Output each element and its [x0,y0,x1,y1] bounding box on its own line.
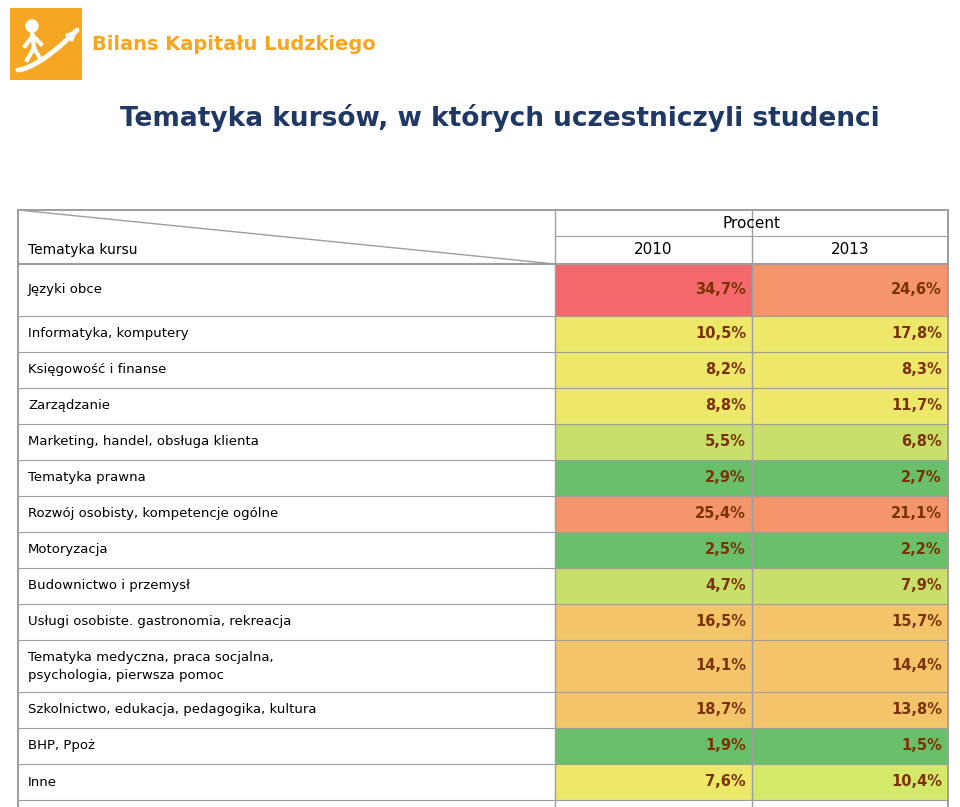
FancyBboxPatch shape [752,352,948,388]
Text: 21,1%: 21,1% [891,507,942,521]
Text: 1,9%: 1,9% [706,738,746,754]
Text: 8,2%: 8,2% [706,362,746,378]
Text: Księgowość i finanse: Księgowość i finanse [28,363,166,377]
Text: Motoryzacja: Motoryzacja [28,543,108,557]
Text: 18,7%: 18,7% [695,703,746,717]
Text: 2,5%: 2,5% [706,542,746,558]
FancyBboxPatch shape [752,692,948,728]
Text: Tematyka kursu: Tematyka kursu [28,243,137,257]
FancyBboxPatch shape [555,692,752,728]
Text: Inne: Inne [28,776,57,788]
Text: 1,5%: 1,5% [901,738,942,754]
FancyBboxPatch shape [752,640,948,692]
FancyBboxPatch shape [555,388,752,424]
Text: 10,4%: 10,4% [891,775,942,789]
Text: 2,7%: 2,7% [901,470,942,486]
FancyBboxPatch shape [752,264,948,316]
Text: Bilans Kapitału Ludzkiego: Bilans Kapitału Ludzkiego [92,35,375,53]
Text: 14,4%: 14,4% [891,659,942,674]
FancyBboxPatch shape [752,496,948,532]
Text: Procent: Procent [723,215,780,231]
Text: 34,7%: 34,7% [695,282,746,298]
Text: Tematyka kursów, w których uczestniczyli studenci: Tematyka kursów, w których uczestniczyli… [120,104,880,132]
Text: 15,7%: 15,7% [891,614,942,629]
Text: Zarządzanie: Zarządzanie [28,399,110,412]
FancyBboxPatch shape [555,424,752,460]
Text: 16,5%: 16,5% [695,614,746,629]
Text: Tematyka prawna: Tematyka prawna [28,471,146,484]
FancyBboxPatch shape [555,604,752,640]
Text: 2013: 2013 [830,242,870,257]
Text: Rozwój osobisty, kompetencje ogólne: Rozwój osobisty, kompetencje ogólne [28,508,278,521]
Circle shape [26,20,38,32]
Text: 7,6%: 7,6% [706,775,746,789]
FancyBboxPatch shape [752,764,948,800]
Text: Budownictwo i przemysł: Budownictwo i przemysł [28,579,190,592]
FancyBboxPatch shape [555,568,752,604]
Text: 7,9%: 7,9% [901,579,942,593]
FancyBboxPatch shape [752,568,948,604]
Text: 2,2%: 2,2% [901,542,942,558]
FancyBboxPatch shape [10,8,82,80]
Text: 2,9%: 2,9% [706,470,746,486]
Text: 6,8%: 6,8% [901,434,942,449]
FancyBboxPatch shape [555,728,752,764]
Text: 4,7%: 4,7% [706,579,746,593]
FancyBboxPatch shape [752,316,948,352]
Text: psychologia, pierwsza pomoc: psychologia, pierwsza pomoc [28,668,224,681]
Text: Tematyka medyczna, praca socjalna,: Tematyka medyczna, praca socjalna, [28,650,274,663]
Text: 13,8%: 13,8% [891,703,942,717]
FancyBboxPatch shape [555,496,752,532]
Text: 24,6%: 24,6% [891,282,942,298]
FancyBboxPatch shape [555,640,752,692]
Text: Szkolnictwo, edukacja, pedagogika, kultura: Szkolnictwo, edukacja, pedagogika, kultu… [28,704,317,717]
Text: 17,8%: 17,8% [891,327,942,341]
FancyBboxPatch shape [555,264,752,316]
Text: BHP, Ppoż: BHP, Ppoż [28,739,95,752]
Text: 5,5%: 5,5% [706,434,746,449]
FancyBboxPatch shape [752,388,948,424]
Text: Informatyka, komputery: Informatyka, komputery [28,328,188,341]
FancyBboxPatch shape [752,728,948,764]
FancyBboxPatch shape [555,764,752,800]
Text: Usługi osobiste. gastronomia, rekreacja: Usługi osobiste. gastronomia, rekreacja [28,616,292,629]
FancyBboxPatch shape [555,460,752,496]
FancyBboxPatch shape [752,532,948,568]
Text: Języki obce: Języki obce [28,283,103,296]
Text: 10,5%: 10,5% [695,327,746,341]
FancyBboxPatch shape [555,532,752,568]
FancyBboxPatch shape [555,352,752,388]
Text: 2010: 2010 [635,242,673,257]
Text: 11,7%: 11,7% [891,399,942,413]
FancyBboxPatch shape [752,604,948,640]
Text: 14,1%: 14,1% [695,659,746,674]
Text: 25,4%: 25,4% [695,507,746,521]
FancyBboxPatch shape [18,210,948,807]
Text: Marketing, handel, obsługa klienta: Marketing, handel, obsługa klienta [28,436,259,449]
Text: 8,8%: 8,8% [706,399,746,413]
FancyBboxPatch shape [752,424,948,460]
FancyBboxPatch shape [555,316,752,352]
FancyBboxPatch shape [752,460,948,496]
Text: 8,3%: 8,3% [901,362,942,378]
